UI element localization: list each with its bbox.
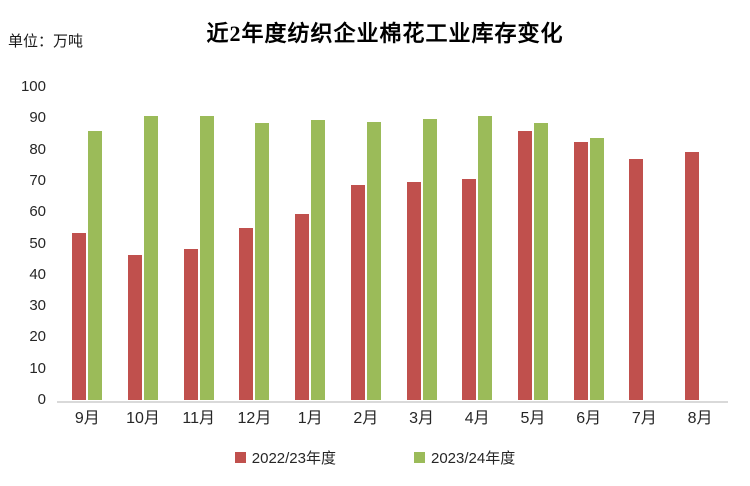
y-axis-tick-20: 20 [29, 328, 46, 346]
y-axis-tick-50: 50 [29, 234, 46, 252]
bar-2022/23年度-6月 [573, 141, 588, 400]
bar-2023/24年度-2月 [366, 121, 381, 400]
bar-2022/23年度-7月 [629, 159, 644, 400]
y-axis-tick-30: 30 [29, 297, 46, 315]
bar-2022/23年度-8月 [685, 152, 700, 400]
y-axis-tick-10: 10 [29, 359, 46, 377]
legend-label-2023-24: 2023/24年度 [431, 450, 516, 467]
bar-2023/24年度-11月 [199, 116, 214, 400]
x-axis-label-2月: 2月 [353, 410, 379, 427]
y-axis-tick-80: 80 [29, 140, 46, 158]
y-axis-tick-90: 90 [29, 109, 46, 127]
y-axis-tick-0: 0 [37, 391, 46, 408]
legend-swatch-red [234, 452, 246, 463]
legend-swatch-green [414, 452, 425, 463]
x-axis-label-5月: 5月 [520, 410, 546, 427]
y-axis-tick-60: 60 [29, 203, 46, 221]
x-axis-label-4月: 4月 [464, 410, 490, 427]
x-axis-line [57, 401, 728, 403]
bar-2022/23年度-12月 [239, 227, 254, 400]
y-axis-tick-100: 100 [20, 78, 46, 95]
unit-label: 单位：万吨 [8, 34, 84, 50]
legend-item-2023-24: 2023/24年度 [414, 447, 515, 468]
bar-2023/24年度-12月 [255, 122, 270, 400]
bar-2022/23年度-5月 [517, 131, 532, 400]
bar-2023/24年度-9月 [88, 130, 103, 400]
x-axis-label-8月: 8月 [687, 410, 713, 427]
bar-2022/23年度-10月 [128, 254, 143, 400]
bar-2023/24年度-6月 [589, 138, 604, 400]
chart-title: 近2年度纺织企业棉花工业库存变化 [206, 21, 564, 46]
x-axis-label-12月: 12月 [237, 410, 272, 427]
y-axis-tick-70: 70 [29, 171, 46, 189]
bar-2023/24年度-5月 [533, 122, 548, 400]
x-axis-label-3月: 3月 [409, 410, 434, 427]
x-axis-label-9月: 9月 [74, 410, 100, 427]
x-axis-label-1月: 1月 [297, 410, 323, 427]
x-axis-label-6月: 6月 [576, 410, 602, 427]
legend: 2022/23年度 2023/24年度 [0, 447, 750, 468]
bar-2022/23年度-11月 [183, 248, 198, 400]
y-axis-tick-40: 40 [29, 265, 46, 283]
bar-2023/24年度-1月 [311, 119, 326, 400]
x-axis-label-11月: 11月 [182, 410, 216, 427]
bar-2022/23年度-9月 [72, 232, 87, 400]
bar-2022/23年度-1月 [295, 213, 310, 400]
bar-2023/24年度-3月 [422, 118, 437, 400]
bar-2022/23年度-2月 [350, 185, 365, 400]
legend-item-2022-23: 2022/23年度 [234, 447, 336, 468]
bar-2023/24年度-4月 [478, 116, 493, 400]
bar-2023/24年度-10月 [144, 116, 159, 400]
bar-2022/23年度-3月 [406, 182, 421, 400]
legend-label-2022-23: 2022/23年度 [251, 450, 336, 467]
x-axis-label-7月: 7月 [631, 410, 657, 427]
x-axis-label-10月: 10月 [126, 410, 160, 427]
bar-2022/23年度-4月 [462, 179, 477, 400]
